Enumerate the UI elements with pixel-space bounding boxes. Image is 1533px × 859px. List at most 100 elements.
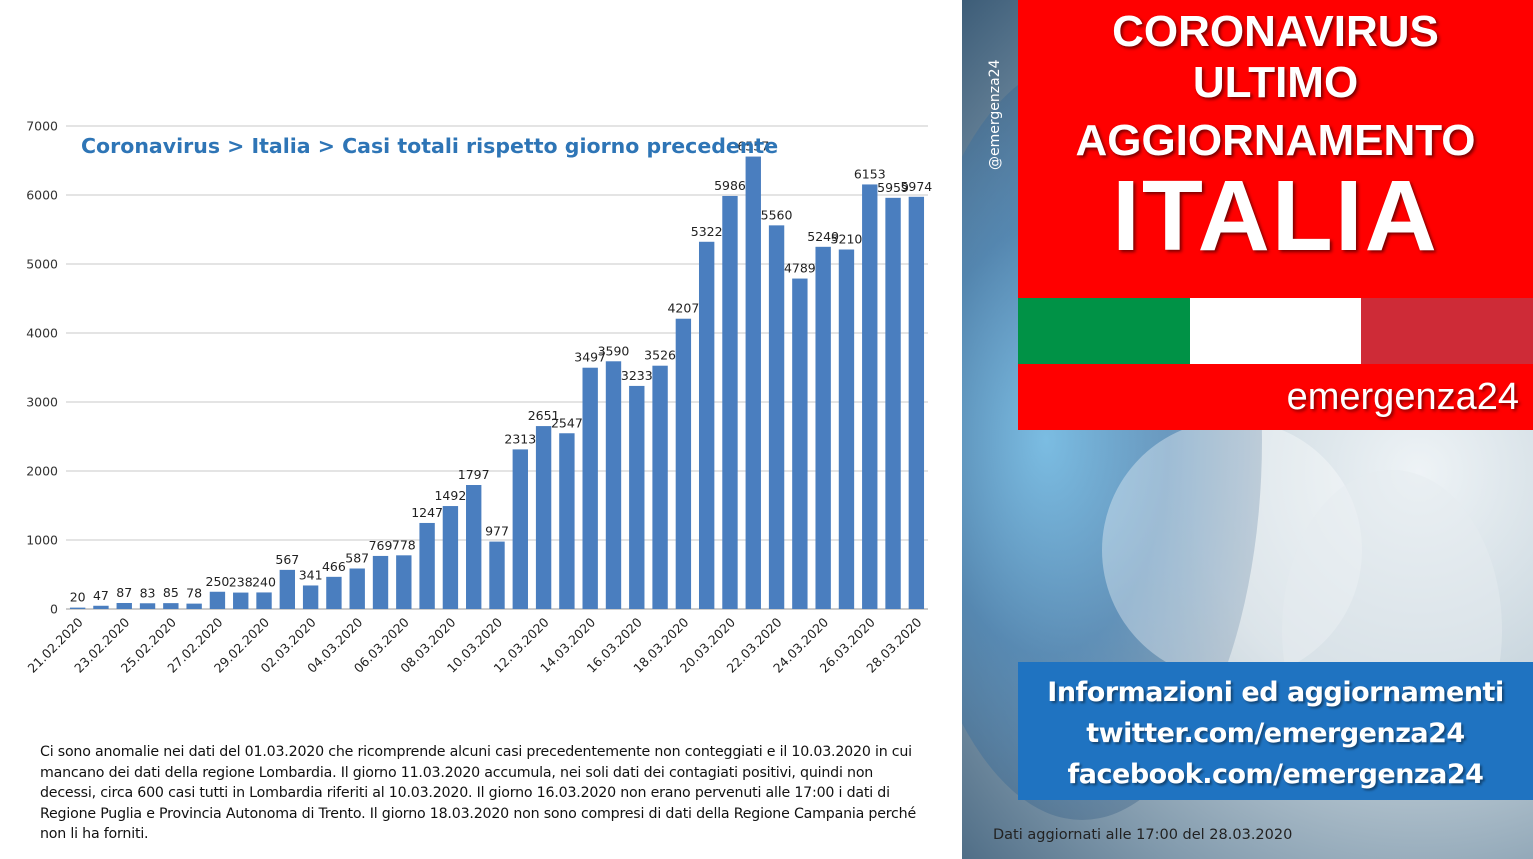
- bar: [163, 603, 179, 609]
- bar: [116, 602, 132, 609]
- data-label: 3233: [621, 368, 653, 383]
- bar: [652, 365, 668, 609]
- bar: [559, 433, 575, 609]
- bar: [722, 195, 738, 609]
- y-tick-label: 3000: [26, 395, 58, 410]
- bar: [139, 603, 156, 609]
- bar: [512, 449, 528, 609]
- bar: [233, 592, 249, 609]
- bar: [698, 241, 715, 610]
- y-tick-label: 4000: [26, 326, 58, 341]
- twitter-link[interactable]: twitter.com/emergenza24: [1086, 718, 1465, 749]
- data-label: 4207: [667, 301, 699, 316]
- data-label: 47: [93, 588, 109, 603]
- data-label: 769: [369, 538, 393, 553]
- bar: [862, 184, 878, 609]
- data-label: 5974: [900, 179, 932, 194]
- bar: [629, 385, 645, 609]
- bar: [908, 196, 925, 609]
- bar: [768, 225, 785, 610]
- brand-name: emergenza24: [1286, 376, 1519, 418]
- bar: [675, 318, 692, 609]
- data-label: 5560: [761, 207, 793, 222]
- bar: [605, 361, 622, 609]
- data-anomaly-note: Ci sono anomalie nei dati del 01.03.2020…: [40, 744, 916, 842]
- data-label: 2547: [551, 415, 583, 430]
- data-label: 466: [322, 559, 346, 574]
- banner-line-country: ITALIA: [1112, 160, 1439, 272]
- data-label: 3497: [574, 350, 606, 365]
- data-label: 238: [229, 575, 253, 590]
- bar: [442, 506, 459, 609]
- flag-red-stripe: [1361, 298, 1533, 364]
- data-label: 6557: [737, 139, 769, 154]
- bar: [372, 555, 389, 609]
- data-label: 20: [70, 590, 86, 605]
- y-tick-label: 7000: [26, 119, 58, 134]
- data-label: 5986: [714, 178, 746, 193]
- banner-line-1: CORONAVIRUS: [1112, 7, 1439, 56]
- bar: [815, 246, 831, 609]
- bar: [396, 555, 412, 609]
- social-handle: @emergenza24: [987, 59, 1003, 171]
- flag-white-stripe: [1189, 298, 1362, 364]
- data-label: 2313: [504, 431, 536, 446]
- update-timestamp: Dati aggiornati alle 17:00 del 28.03.202…: [993, 827, 1293, 843]
- bar: [326, 576, 342, 609]
- data-label: 250: [206, 574, 230, 589]
- data-label: 87: [116, 585, 132, 600]
- facebook-link[interactable]: facebook.com/emergenza24: [1067, 759, 1484, 790]
- y-tick-label: 2000: [26, 464, 58, 479]
- info-line-1: Informazioni ed aggiornamenti: [1047, 677, 1504, 708]
- data-label: 85: [163, 585, 179, 600]
- data-label: 5249: [807, 229, 839, 244]
- data-label: 240: [252, 574, 276, 589]
- info-box: Informazioni ed aggiornamenti twitter.co…: [1018, 662, 1533, 800]
- data-label: 567: [275, 552, 299, 567]
- chart-title: Coronavirus > Italia > Casi totali rispe…: [81, 134, 778, 158]
- bar: [186, 603, 202, 609]
- data-label: 5959: [877, 180, 909, 195]
- banner-line-2: ULTIMO: [1192, 58, 1359, 107]
- data-label: 3526: [644, 348, 676, 363]
- bar: [582, 367, 598, 609]
- data-label: 78: [186, 586, 202, 601]
- bar: [93, 605, 109, 609]
- data-label: 3590: [598, 343, 630, 358]
- data-label: 1797: [458, 467, 490, 482]
- brand-bar: emergenza24: [1018, 364, 1533, 430]
- data-label: 5322: [691, 224, 723, 239]
- data-label: 587: [345, 550, 369, 565]
- data-label: 1247: [411, 505, 443, 520]
- bar: [209, 591, 226, 609]
- title-banner: CORONAVIRUS ULTIMO AGGIORNAMENTO ITALIA: [1018, 0, 1533, 298]
- bar: [489, 541, 505, 609]
- data-label: 83: [140, 585, 156, 600]
- bar: [792, 278, 808, 609]
- flag-green-stripe: [1018, 298, 1190, 364]
- bar: [279, 569, 296, 609]
- bar: [302, 585, 319, 609]
- data-label: 1492: [434, 488, 466, 503]
- bar: [256, 592, 272, 609]
- data-label: 341: [299, 567, 323, 582]
- data-label: 977: [485, 524, 509, 539]
- italian-flag: [1018, 298, 1533, 364]
- bar: [838, 249, 855, 609]
- y-tick-label: 1000: [26, 533, 58, 548]
- data-label: 6153: [854, 166, 886, 181]
- data-label: 4789: [784, 261, 816, 276]
- bar: [535, 426, 552, 609]
- chart-panel: 0 1000 2000 3000 4000 5000 6000 7000 20 47 87 83 85…: [24, 118, 933, 842]
- data-label: 5210: [831, 232, 863, 247]
- y-tick-label: 5000: [26, 257, 58, 272]
- banner-line-3: AGGIORNAMENTO: [1075, 116, 1476, 165]
- data-label: 778: [392, 537, 416, 552]
- y-tick-label: 0: [50, 602, 58, 617]
- bar: [69, 607, 86, 609]
- bar: [419, 522, 435, 609]
- y-tick-label: 6000: [26, 188, 58, 203]
- bar: [349, 568, 365, 609]
- bar: [745, 156, 761, 609]
- bar-chart: 0 1000 2000 3000 4000 5000 6000 7000 20 47 87 83 85…: [25, 119, 933, 676]
